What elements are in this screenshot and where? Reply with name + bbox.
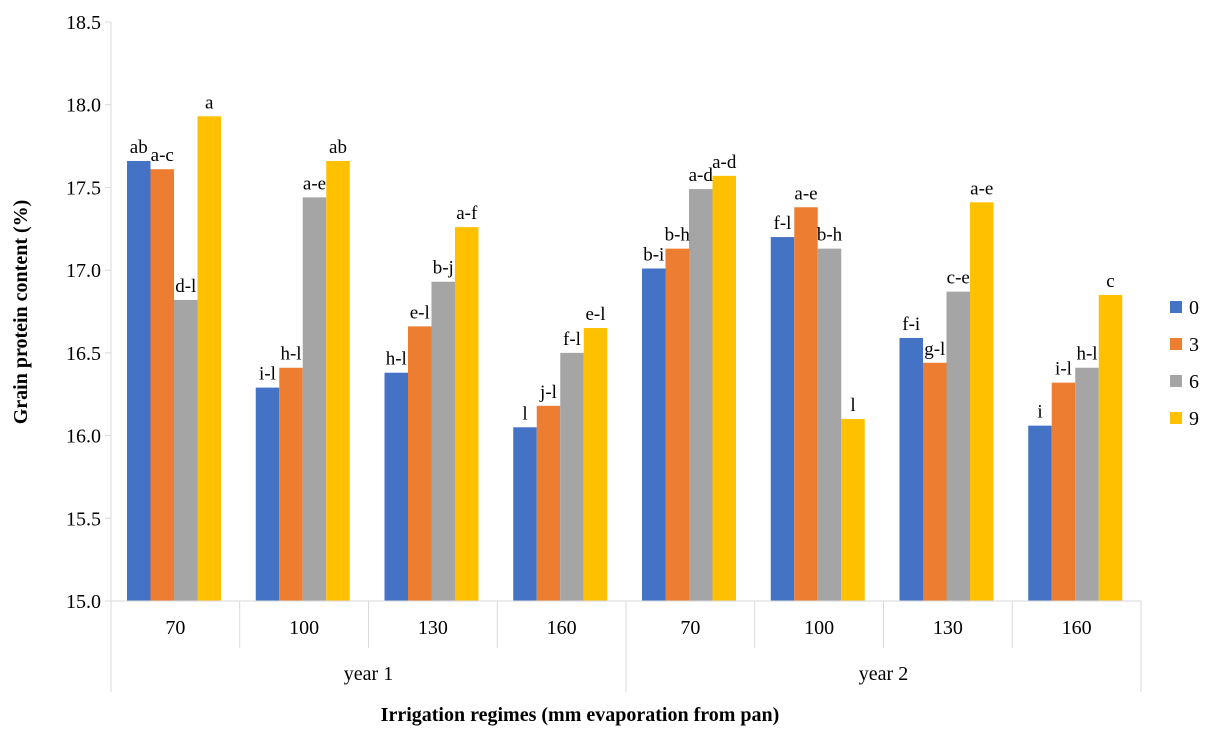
y-tick-label: 15.5 <box>66 508 101 530</box>
legend: 0 3 6 9 <box>1170 297 1199 430</box>
y-tick-label: 16.5 <box>66 343 101 365</box>
bar-series-9-cat-7 <box>1098 294 1123 601</box>
y-tick-label: 15.0 <box>66 591 101 613</box>
bar-series-3-cat-0 <box>150 169 174 601</box>
data-label: i-l <box>259 364 276 385</box>
data-label: b-h <box>665 225 691 246</box>
data-label: a-c <box>151 145 174 166</box>
x-tick-label: 100 <box>804 617 834 639</box>
x-axis-title: Irrigation regimes (mm evaporation from … <box>381 704 780 726</box>
bar-series-3-cat-3 <box>536 405 561 601</box>
data-label: a-e <box>794 183 817 204</box>
bar-series-0-cat-7 <box>1028 425 1052 601</box>
data-label: ab <box>130 137 148 158</box>
data-label: i <box>1037 402 1042 423</box>
data-label: a-d <box>712 152 737 173</box>
bar-series-3-cat-6 <box>923 362 947 601</box>
data-label: a <box>205 92 214 113</box>
x-tick-label: 160 <box>547 617 577 639</box>
legend-swatch <box>1170 412 1182 424</box>
legend-swatch <box>1170 375 1182 387</box>
data-label: j-l <box>539 382 557 403</box>
x-tick-label: 70 <box>165 617 185 639</box>
legend-swatch <box>1170 338 1182 350</box>
x-tick-label: 130 <box>933 617 963 639</box>
legend-label: 9 <box>1189 408 1199 430</box>
data-label: f-i <box>902 314 920 335</box>
data-label: a-e <box>303 173 326 194</box>
bar-series-0-cat-3 <box>513 427 537 601</box>
data-label: a-f <box>456 203 478 224</box>
legend-label: 6 <box>1189 371 1199 393</box>
y-axis-title: Grain protein content (%) <box>10 200 32 425</box>
legend-swatch <box>1170 301 1182 313</box>
data-label: a-d <box>689 165 714 186</box>
bar-series-0-cat-2 <box>384 372 408 601</box>
legend-label: 0 <box>1189 297 1199 319</box>
y-tick-label: 18.5 <box>66 12 101 34</box>
data-label: h-l <box>280 344 301 365</box>
bar-series-6-cat-7 <box>1075 367 1099 601</box>
bar-series-0-cat-4 <box>642 268 666 601</box>
data-label: b-j <box>433 258 454 279</box>
bar-series-0-cat-1 <box>255 387 280 601</box>
bar-series-6-cat-5 <box>817 248 842 601</box>
bar-series-9-cat-6 <box>970 202 994 601</box>
data-label: f-l <box>563 329 581 350</box>
y-tick-label: 17.5 <box>66 177 101 199</box>
bar-series-9-cat-0 <box>197 116 221 602</box>
x-tick-label: 70 <box>680 617 700 639</box>
data-label: b-i <box>643 244 664 265</box>
bar-series-3-cat-2 <box>408 326 432 601</box>
bar-series-6-cat-4 <box>689 189 713 601</box>
x-tick-label: 100 <box>289 617 319 639</box>
x-tick-label: 160 <box>1062 617 1092 639</box>
data-label: l <box>522 403 527 424</box>
legend-label: 3 <box>1189 334 1199 356</box>
bar-series-6-cat-3 <box>560 352 584 601</box>
data-label: e-l <box>585 304 605 325</box>
y-tick-label: 18.0 <box>66 95 101 117</box>
group-label: year 1 <box>344 663 393 685</box>
bar-series-6-cat-2 <box>431 281 455 601</box>
x-tick-label: 130 <box>418 617 448 639</box>
data-label: f-l <box>774 213 792 234</box>
bar-series-9-cat-2 <box>455 227 479 602</box>
data-label: h-l <box>1076 344 1097 365</box>
bar-series-3-cat-7 <box>1051 382 1076 601</box>
bar-series-6-cat-1 <box>302 197 327 601</box>
bar-series-9-cat-5 <box>841 419 865 601</box>
data-label: g-l <box>924 339 945 360</box>
data-label: a-e <box>970 178 993 199</box>
data-label: l <box>850 395 855 416</box>
data-label: i-l <box>1055 359 1072 380</box>
data-label: b-h <box>817 225 843 246</box>
bar-series-9-cat-4 <box>712 175 736 601</box>
bar-series-6-cat-0 <box>174 299 198 601</box>
data-label: c <box>1106 271 1114 292</box>
data-label: ab <box>329 137 347 158</box>
bar-series-9-cat-1 <box>326 160 350 601</box>
bar-series-0-cat-5 <box>770 237 795 602</box>
group-label: year 2 <box>859 663 908 685</box>
data-label: c-e <box>947 268 970 289</box>
y-tick-label: 16.0 <box>66 426 101 448</box>
bar-series-9-cat-3 <box>583 328 608 601</box>
data-label: d-l <box>175 276 196 297</box>
bar-series-0-cat-0 <box>127 160 151 601</box>
bar-series-0-cat-6 <box>899 337 923 601</box>
data-label: h-l <box>386 349 407 370</box>
y-tick-label: 17.0 <box>66 260 101 282</box>
bar-series-3-cat-1 <box>279 367 303 601</box>
bar-series-3-cat-5 <box>794 207 818 601</box>
bar-series-3-cat-4 <box>665 248 689 601</box>
bar-series-6-cat-6 <box>946 291 970 601</box>
data-label: e-l <box>410 302 430 323</box>
